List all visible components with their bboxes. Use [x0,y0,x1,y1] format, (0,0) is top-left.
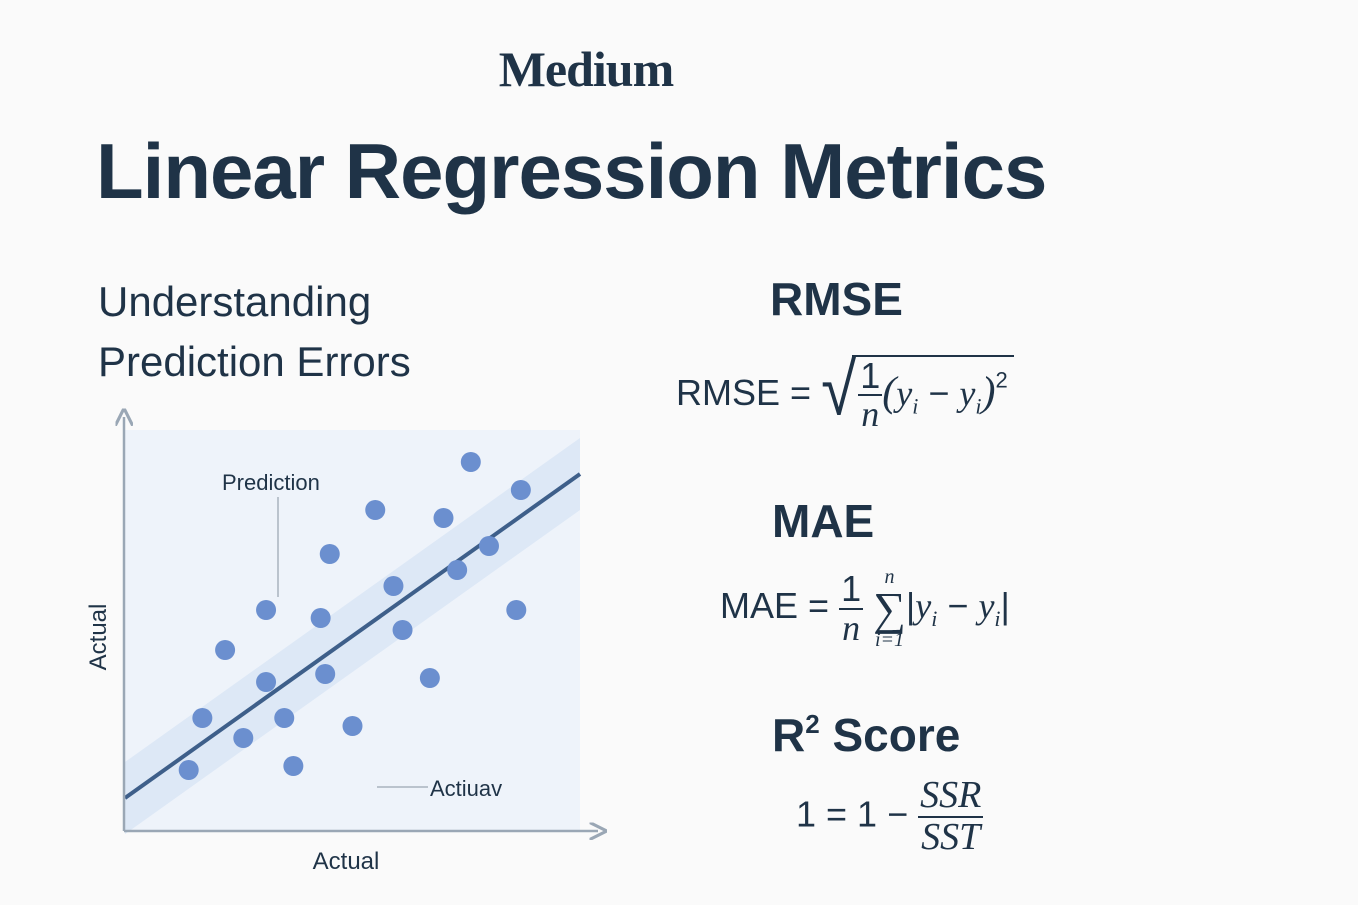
rmse-exponent: 2 [995,367,1008,392]
rmse-frac-num: 1 [858,354,883,397]
data-point-5 [256,672,277,692]
rmse-sub-1: i [912,393,919,418]
data-point-15 [392,620,413,640]
data-point-20 [460,452,481,472]
subtitle-line-1: Understanding [98,278,372,325]
data-point-13 [365,500,386,520]
mae-frac-den: n [842,607,861,648]
data-point-18 [447,560,468,580]
data-point-22 [510,480,531,500]
points-layer [178,452,531,780]
rmse-op: − [928,372,950,413]
data-point-2 [192,708,213,728]
data-point-11 [315,664,336,684]
rmse-sub-2: i [975,393,982,418]
subtitle-line-2: Prediction Errors [98,338,411,385]
mae-var-1: y [915,586,932,627]
data-point-12 [342,716,363,736]
data-point-17 [433,508,454,528]
mae-lhs: MAE = [720,585,830,627]
rmse-var-1: y [896,373,913,413]
sqrt-symbol: √ [821,347,857,431]
y-axis-label: Actual [85,604,112,671]
mae-heading: MAE [772,495,875,547]
scatter-chart: Prediction Actiuav Actual Actual [85,405,620,875]
r2-heading-score: Score [832,709,961,761]
data-point-7 [274,708,295,728]
page-title: Linear Regression Metrics [96,127,1047,215]
mae-sub-2: i [994,606,1001,632]
data-point-21 [506,600,527,620]
r2-heading-sup: 2 [805,709,820,739]
mae-sub-1: i [931,606,938,632]
rmse-var-2: y [959,373,976,413]
x-axis-label: Actual [313,848,380,875]
r2-formula: 1 = 1 − SSR SST [796,774,984,858]
sum-lower-limit: i=1 [874,629,905,652]
regression-line [123,472,582,800]
prediction-annotation: Prediction [222,470,320,495]
r2-lhs: 1 = 1 − [796,793,909,835]
r2-heading: R2 Score [772,708,960,762]
r2-fraction: SSR SST [918,774,984,858]
subtitle: Understanding Prediction Errors [98,272,411,392]
data-point-6 [256,600,277,620]
sum-upper-limit: n [884,566,895,588]
rmse-lhs: RMSE = [676,372,812,413]
data-point-16 [419,668,440,688]
r2-frac-den: SST [921,815,981,858]
rmse-heading: RMSE [770,273,903,325]
mae-op: − [947,585,969,627]
r2-frac-num: SSR [918,774,984,818]
data-point-9 [310,608,331,628]
mae-frac-num: 1 [839,567,864,610]
brand-logo: Medium [498,41,675,97]
data-point-10 [319,544,340,564]
data-point-1 [178,760,199,780]
data-point-3 [215,640,236,660]
rmse-formula: RMSE = √ 1 n (yi − yi)2 [676,348,1014,435]
mae-var-2: y [978,586,995,627]
rmse-frac-den: n [861,394,880,435]
r2-heading-r: R [772,709,806,761]
actual-annotation: Actiuav [430,776,502,801]
summation-symbol: n ∑ i=1 [873,566,906,652]
data-point-8 [283,756,304,776]
data-point-19 [479,536,499,556]
rmse-radicand: 1 n (yi − yi)2 [852,354,1014,435]
data-point-14 [383,576,404,596]
data-point-4 [233,728,254,748]
